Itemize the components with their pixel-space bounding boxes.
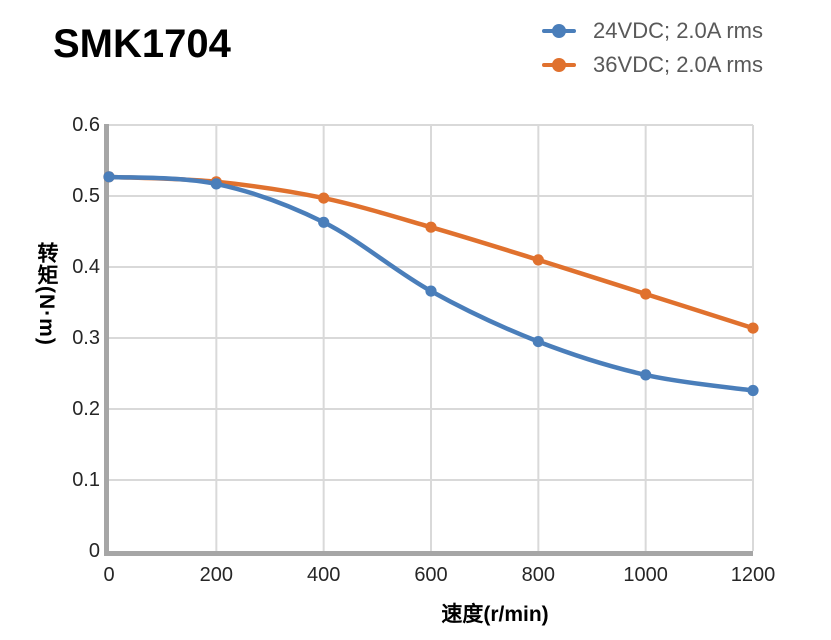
data-point-24vdc [640, 369, 652, 381]
x-axis-title: 速度(r/min) [441, 603, 549, 626]
data-point-24vdc [425, 285, 437, 297]
data-point-24vdc [103, 171, 115, 183]
data-point-36vdc [318, 192, 330, 204]
x-tick-label: 1200 [730, 564, 776, 586]
legend: 24VDC; 2.0A rms 36VDC; 2.0A rms [542, 14, 763, 82]
x-tick-label: 200 [199, 564, 234, 586]
y-tick-label: 0.6 [72, 114, 100, 136]
y-tick-label: 0 [88, 540, 100, 562]
x-tick-label: 1000 [623, 564, 668, 586]
x-tick-label: 800 [521, 564, 556, 586]
data-point-36vdc [532, 254, 544, 266]
y-axis-title: 转矩(N·m) [35, 242, 58, 346]
y-tick-label: 0.4 [72, 256, 100, 278]
y-tick-label: 0.2 [72, 398, 100, 420]
data-point-36vdc [640, 288, 652, 300]
line-dot-marker-icon [542, 58, 577, 72]
legend-item-36vdc: 36VDC; 2.0A rms [542, 48, 763, 82]
data-point-24vdc [210, 178, 222, 190]
line-dot-marker-icon [542, 24, 577, 38]
legend-item-24vdc: 24VDC; 2.0A rms [542, 14, 763, 48]
chart-title: SMK1704 [53, 22, 231, 66]
data-point-36vdc [747, 322, 759, 334]
legend-label-24vdc: 24VDC; 2.0A rms [593, 18, 763, 43]
y-tick-label: 0.3 [72, 327, 100, 349]
legend-label-36vdc: 36VDC; 2.0A rms [593, 52, 763, 77]
data-point-36vdc [425, 221, 437, 233]
data-point-24vdc [318, 216, 330, 228]
x-tick-label: 0 [103, 564, 115, 586]
x-tick-label: 400 [306, 564, 341, 586]
y-tick-label: 0.5 [72, 185, 100, 207]
plot-area [103, 124, 759, 556]
data-point-24vdc [532, 336, 544, 348]
legend-dot-36vdc [552, 58, 567, 72]
x-tick-label: 600 [414, 564, 448, 586]
data-point-24vdc [747, 384, 759, 397]
legend-dot-24vdc [552, 24, 567, 38]
y-tick-label: 0.1 [72, 469, 100, 491]
